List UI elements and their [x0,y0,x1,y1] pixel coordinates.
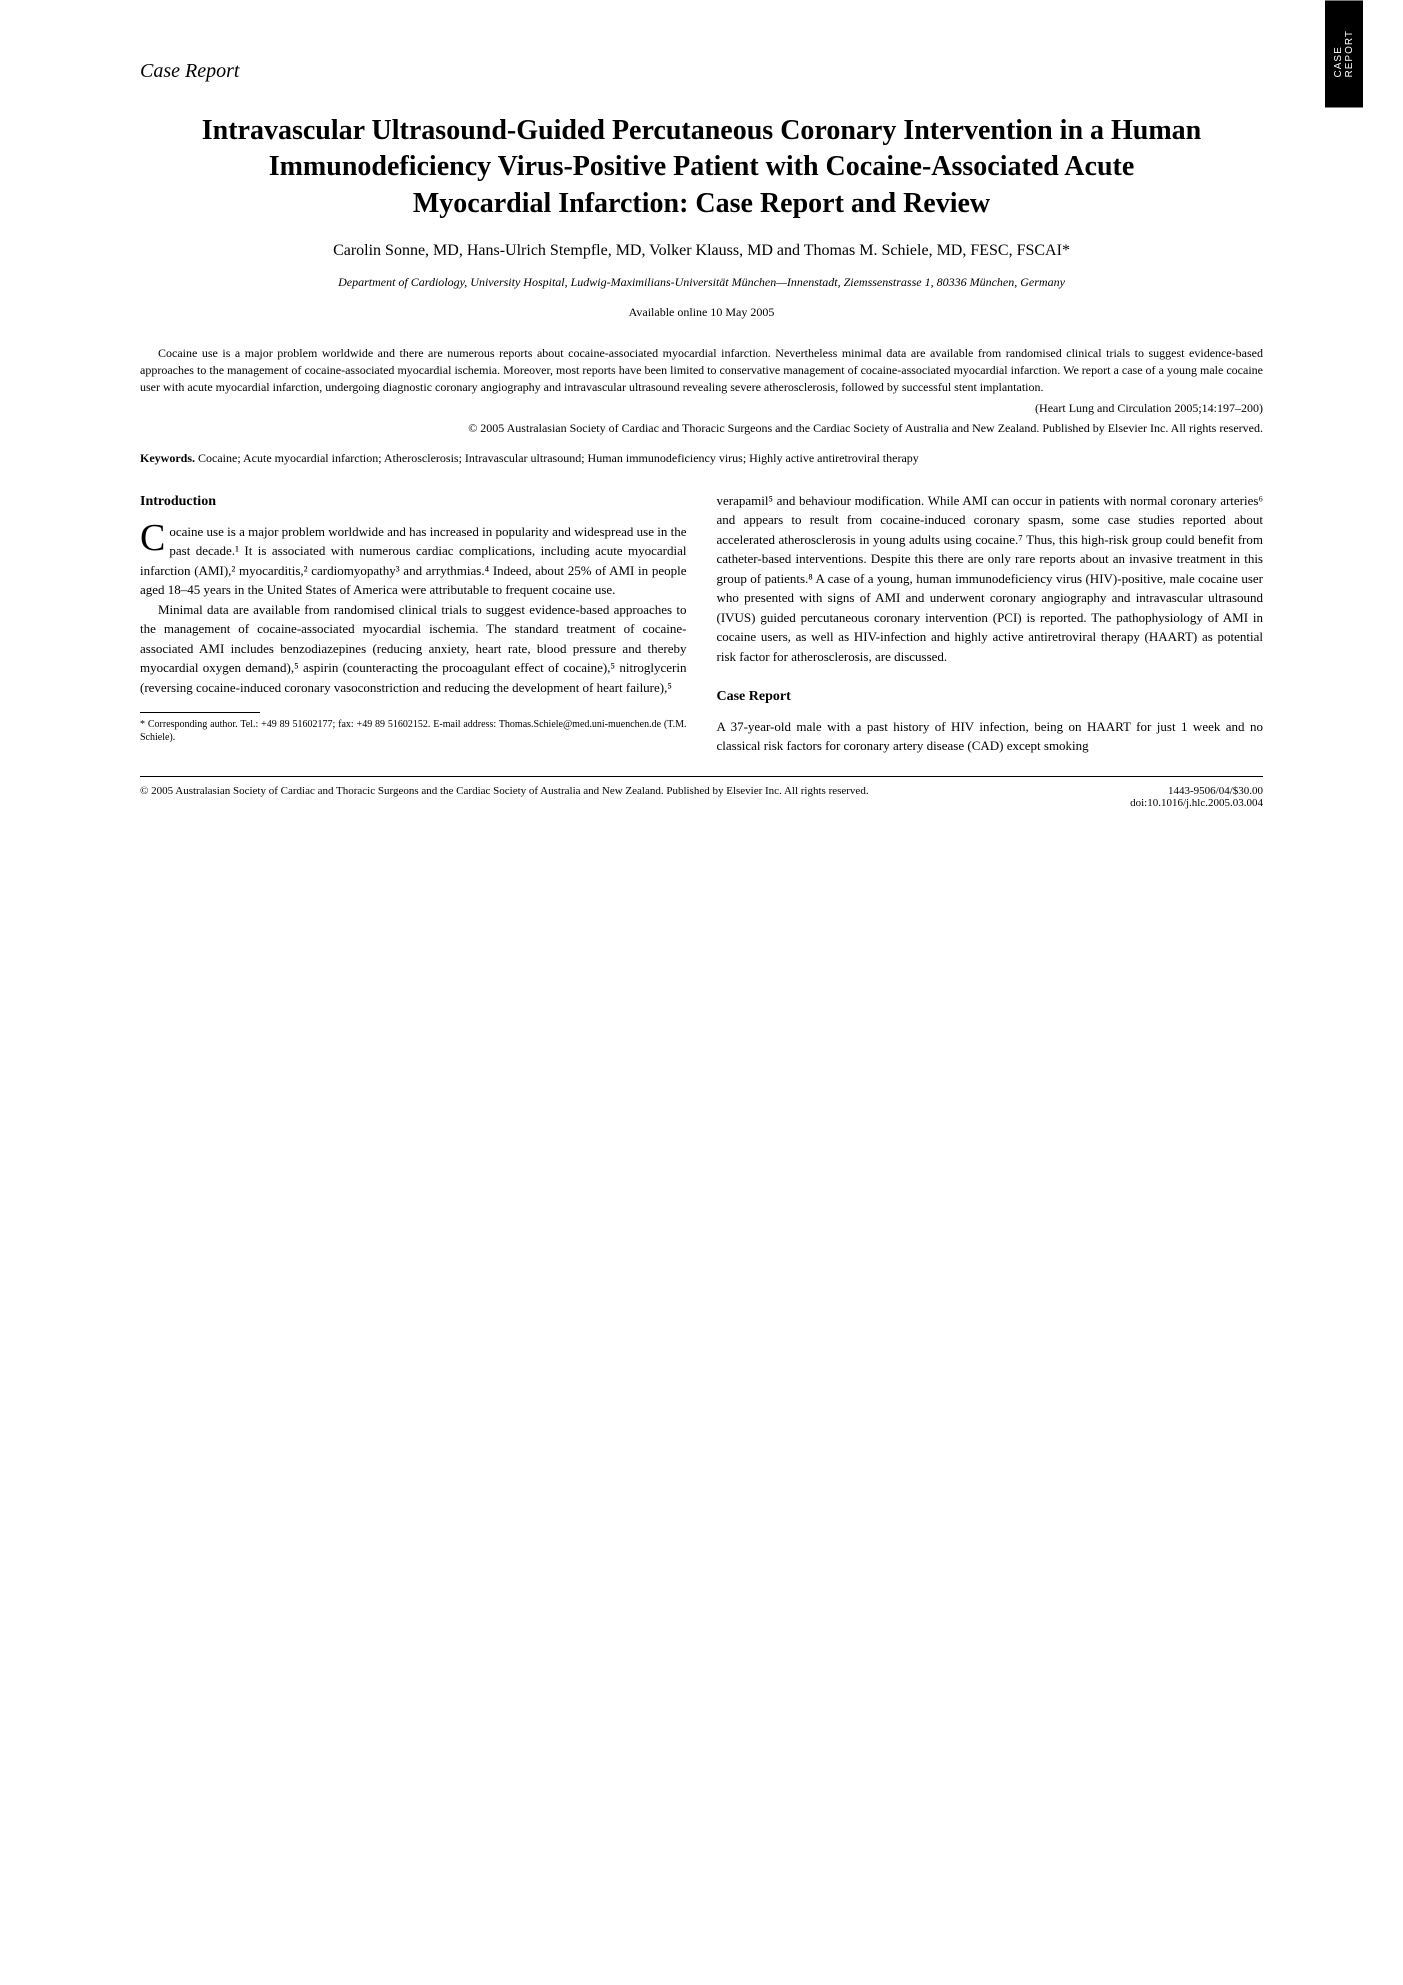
footer-divider [140,776,1263,777]
abstract-copyright: © 2005 Australasian Society of Cardiac a… [140,421,1263,436]
affiliation: Department of Cardiology, University Hos… [140,275,1263,290]
corresponding-author-footnote: * Corresponding author. Tel.: +49 89 516… [140,718,687,744]
case-report-label: Case Report [140,60,1263,83]
keywords-label: Keywords. [140,451,195,465]
journal-info: (Heart Lung and Circulation 2005;14:197–… [140,401,1263,416]
authors: Carolin Sonne, MD, Hans-Ulrich Stempfle,… [140,242,1263,260]
introduction-heading: Introduction [140,491,687,512]
side-tab: CASE REPORT [1325,0,1363,107]
page-footer: © 2005 Australasian Society of Cardiac a… [140,785,1263,809]
right-column: verapamil⁵ and behaviour modification. W… [717,491,1264,756]
right-para-1: verapamil⁵ and behaviour modification. W… [717,491,1264,667]
article-title: Intravascular Ultrasound-Guided Percutan… [200,113,1203,222]
footnote-divider [140,712,260,713]
footer-issn: 1443-9506/04/$30.00 [1130,785,1263,797]
keywords: Keywords. Cocaine; Acute myocardial infa… [140,451,1263,466]
case-para: A 37-year-old male with a past history o… [717,717,1264,756]
intro-text-1: ocaine use is a major problem worldwide … [140,524,687,598]
left-column: Introduction Cocaine use is a major prob… [140,491,687,756]
keywords-text: Cocaine; Acute myocardial infarction; At… [195,451,919,465]
body-columns: Introduction Cocaine use is a major prob… [140,491,1263,756]
publication-date: Available online 10 May 2005 [140,305,1263,320]
page-header: Case Report CASE REPORT [140,60,1263,83]
intro-para-2: Minimal data are available from randomis… [140,600,687,698]
abstract-text: Cocaine use is a major problem worldwide… [140,345,1263,395]
footer-copyright: © 2005 Australasian Society of Cardiac a… [140,785,1130,809]
intro-para-1: Cocaine use is a major problem worldwide… [140,522,687,600]
footer-doi-line: doi:10.1016/j.hlc.2005.03.004 [1130,797,1263,809]
footer-doi: 1443-9506/04/$30.00 doi:10.1016/j.hlc.20… [1130,785,1263,809]
case-report-heading: Case Report [717,686,1264,707]
drop-cap: C [140,522,169,554]
